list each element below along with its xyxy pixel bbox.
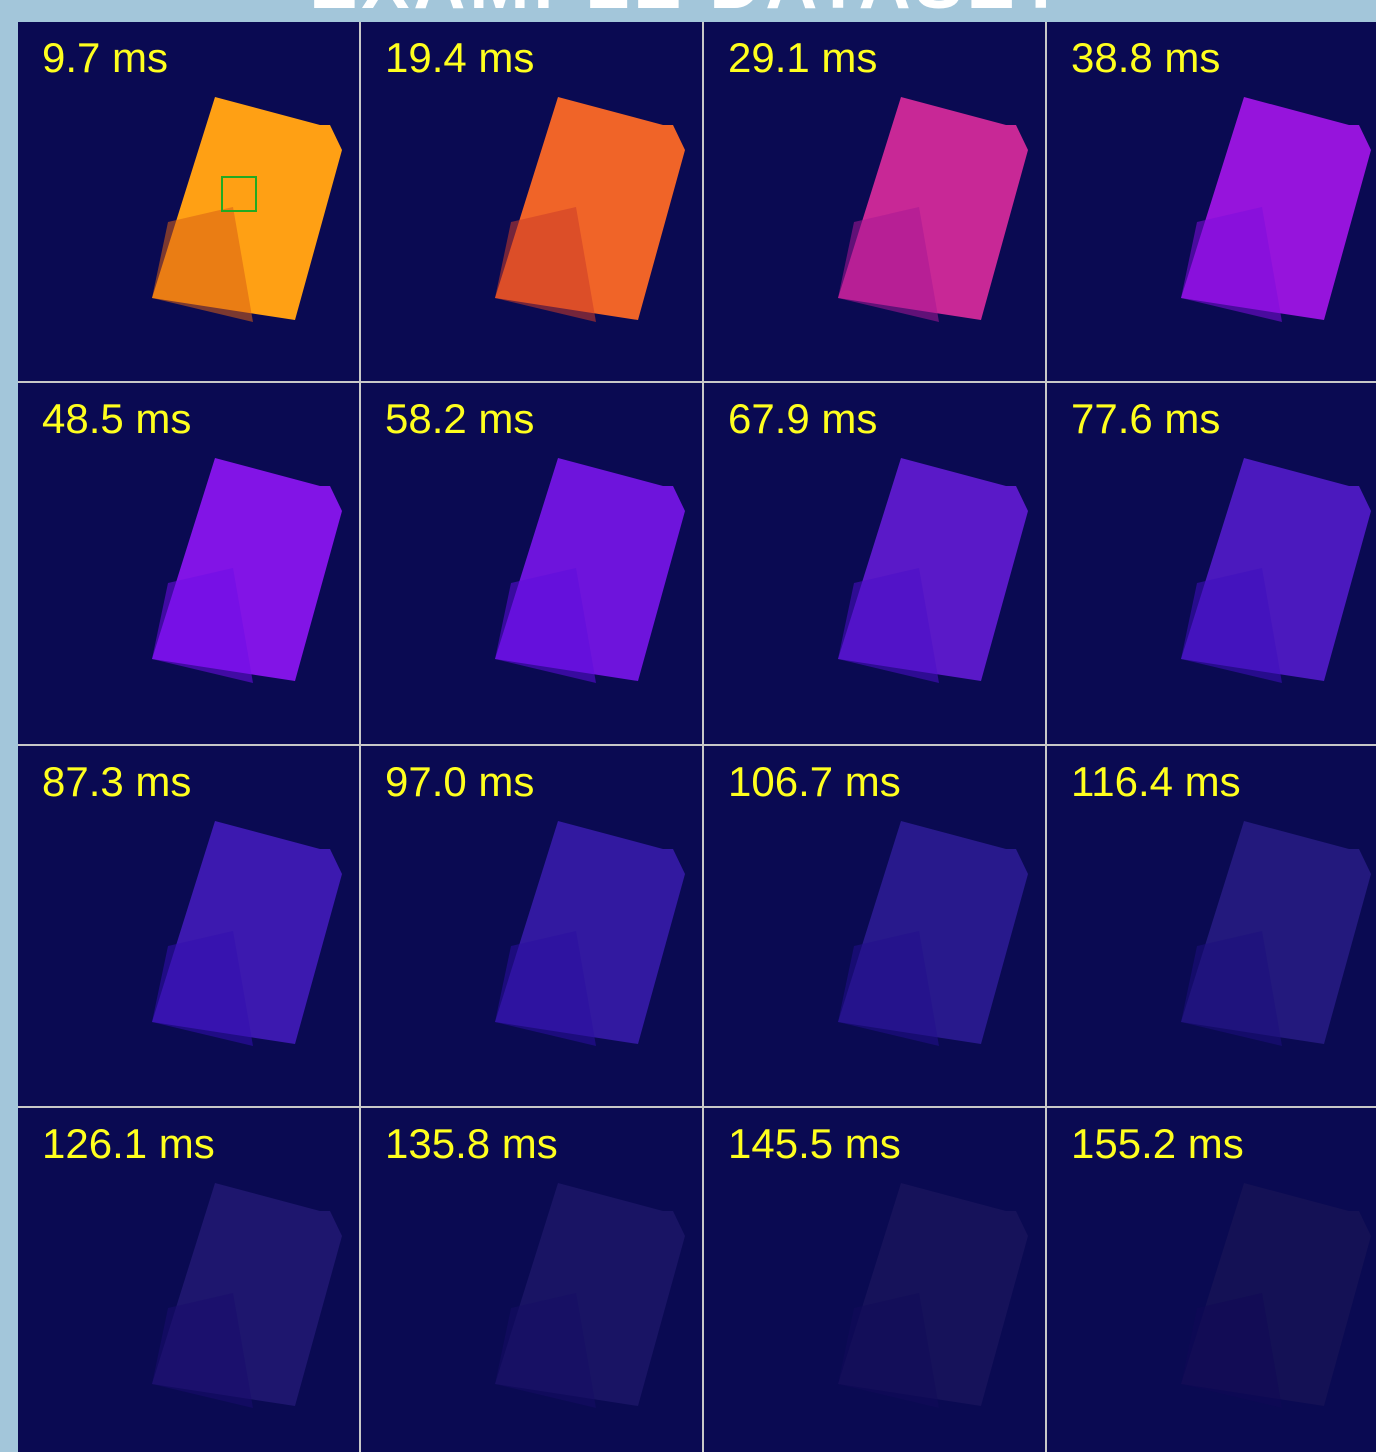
image-panel: 106.7 ms <box>704 746 1045 1106</box>
image-panel: 87.3 ms <box>18 746 359 1106</box>
image-panel: 9.7 ms <box>18 22 359 381</box>
image-panel: 48.5 ms <box>18 383 359 744</box>
time-label: 135.8 ms <box>385 1120 558 1168</box>
image-panel: 155.2 ms <box>1047 1108 1376 1452</box>
image-panel: 38.8 ms <box>1047 22 1376 381</box>
image-panel: 135.8 ms <box>361 1108 702 1452</box>
time-label: 126.1 ms <box>42 1120 215 1168</box>
time-label: 9.7 ms <box>42 34 168 82</box>
time-label: 29.1 ms <box>728 34 877 82</box>
image-panel: 19.4 ms <box>361 22 702 381</box>
time-label: 116.4 ms <box>1071 758 1241 806</box>
time-label: 97.0 ms <box>385 758 534 806</box>
image-panel: 29.1 ms <box>704 22 1045 381</box>
time-label: 145.5 ms <box>728 1120 901 1168</box>
image-panel: 77.6 ms <box>1047 383 1376 744</box>
page: EXAMPLE DATASET 9.7 ms 19.4 ms 29.1 ms 38.8… <box>0 0 1376 1452</box>
time-label: 155.2 ms <box>1071 1120 1244 1168</box>
image-panel: 67.9 ms <box>704 383 1045 744</box>
time-label: 48.5 ms <box>42 395 191 443</box>
time-label: 58.2 ms <box>385 395 534 443</box>
time-label: 87.3 ms <box>42 758 191 806</box>
image-grid: 9.7 ms 19.4 ms 29.1 ms 38.8 ms 48.5 ms 58.2 m… <box>18 22 1376 1452</box>
time-label: 77.6 ms <box>1071 395 1220 443</box>
time-label: 38.8 ms <box>1071 34 1220 82</box>
image-panel: 58.2 ms <box>361 383 702 744</box>
image-panel: 116.4 ms <box>1047 746 1376 1106</box>
image-panel: 145.5 ms <box>704 1108 1045 1452</box>
time-label: 67.9 ms <box>728 395 877 443</box>
image-panel: 126.1 ms <box>18 1108 359 1452</box>
time-label: 19.4 ms <box>385 34 534 82</box>
image-panel: 97.0 ms <box>361 746 702 1106</box>
time-label: 106.7 ms <box>728 758 901 806</box>
title: EXAMPLE DATASET <box>0 0 1376 20</box>
